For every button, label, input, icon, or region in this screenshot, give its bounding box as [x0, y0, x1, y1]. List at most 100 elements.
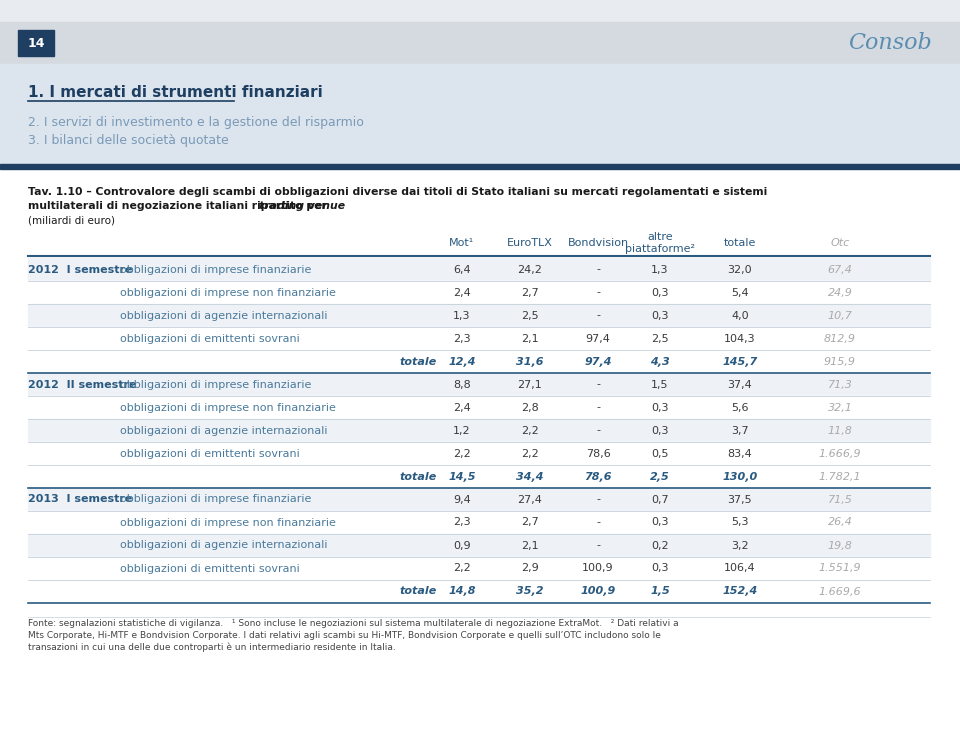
- Text: Otc: Otc: [830, 238, 850, 248]
- Bar: [28, 511, 930, 534]
- Bar: [28, 373, 930, 396]
- Text: transazioni in cui una delle due controparti è un intermediario residente in Ita: transazioni in cui una delle due controp…: [28, 643, 396, 653]
- Text: 24,2: 24,2: [517, 264, 542, 275]
- Text: 5,6: 5,6: [732, 403, 749, 413]
- Text: 0,3: 0,3: [651, 517, 669, 528]
- Text: 2,9: 2,9: [521, 563, 539, 574]
- Text: obbligazioni di agenzie internazionali: obbligazioni di agenzie internazionali: [120, 310, 327, 321]
- Text: 1.669,6: 1.669,6: [819, 587, 861, 596]
- Text: 1,5: 1,5: [650, 587, 670, 596]
- Text: 915,9: 915,9: [824, 356, 856, 367]
- Text: 27,1: 27,1: [517, 380, 542, 389]
- Text: obbligazioni di emittenti sovrani: obbligazioni di emittenti sovrani: [120, 449, 300, 459]
- Bar: [28, 534, 930, 557]
- Bar: [28, 327, 930, 350]
- Text: 5,3: 5,3: [732, 517, 749, 528]
- Text: obbligazioni di imprese finanziarie: obbligazioni di imprese finanziarie: [120, 264, 311, 275]
- Bar: [28, 304, 930, 327]
- Text: 2012  I semestre: 2012 I semestre: [28, 264, 132, 275]
- Text: 1.782,1: 1.782,1: [819, 471, 861, 481]
- Text: Bondvision: Bondvision: [567, 238, 629, 248]
- Text: 1.551,9: 1.551,9: [819, 563, 861, 574]
- Bar: [28, 465, 930, 488]
- Text: (miliardi di euro): (miliardi di euro): [28, 215, 115, 225]
- Text: 34,4: 34,4: [516, 471, 543, 481]
- Text: 2,7: 2,7: [521, 517, 539, 528]
- Text: 1. I mercati di strumenti finanziari: 1. I mercati di strumenti finanziari: [28, 84, 323, 99]
- Text: obbligazioni di imprese finanziarie: obbligazioni di imprese finanziarie: [120, 380, 311, 389]
- Text: 0,5: 0,5: [651, 449, 669, 459]
- Text: 97,4: 97,4: [585, 356, 612, 367]
- Text: 71,3: 71,3: [828, 380, 852, 389]
- Text: 104,3: 104,3: [724, 334, 756, 343]
- Text: 0,3: 0,3: [651, 288, 669, 297]
- Bar: [0, 169, 960, 753]
- Text: obbligazioni di emittenti sovrani: obbligazioni di emittenti sovrani: [120, 334, 300, 343]
- Bar: [28, 580, 930, 603]
- Bar: [28, 396, 930, 419]
- Text: 6,4: 6,4: [453, 264, 470, 275]
- Text: 10,7: 10,7: [828, 310, 852, 321]
- Text: 0,3: 0,3: [651, 425, 669, 435]
- Text: obbligazioni di imprese non finanziarie: obbligazioni di imprese non finanziarie: [120, 517, 336, 528]
- Text: 2,3: 2,3: [453, 517, 470, 528]
- Text: -: -: [596, 288, 600, 297]
- Text: 2,4: 2,4: [453, 403, 470, 413]
- Text: 2,7: 2,7: [521, 288, 539, 297]
- Text: 78,6: 78,6: [585, 471, 612, 481]
- Text: 5,4: 5,4: [732, 288, 749, 297]
- Text: 2012  II semestre: 2012 II semestre: [28, 380, 136, 389]
- Text: trading venue: trading venue: [258, 201, 345, 211]
- Text: 2,2: 2,2: [521, 449, 539, 459]
- Text: 2,2: 2,2: [453, 563, 470, 574]
- Bar: [28, 350, 930, 373]
- Text: 3,2: 3,2: [732, 541, 749, 550]
- Text: 14,8: 14,8: [448, 587, 476, 596]
- Text: EuroTLX: EuroTLX: [507, 238, 553, 248]
- Text: 1,2: 1,2: [453, 425, 470, 435]
- Text: -: -: [596, 380, 600, 389]
- Text: 812,9: 812,9: [824, 334, 856, 343]
- Text: 3,7: 3,7: [732, 425, 749, 435]
- Text: 100,9: 100,9: [582, 563, 613, 574]
- Text: 1,3: 1,3: [651, 264, 669, 275]
- Text: 32,1: 32,1: [828, 403, 852, 413]
- Text: 37,4: 37,4: [728, 380, 753, 389]
- Text: 14,5: 14,5: [448, 471, 476, 481]
- Text: 4,0: 4,0: [732, 310, 749, 321]
- Text: 106,4: 106,4: [724, 563, 756, 574]
- Text: totale: totale: [399, 587, 437, 596]
- Text: 24,9: 24,9: [828, 288, 852, 297]
- Text: obbligazioni di emittenti sovrani: obbligazioni di emittenti sovrani: [120, 563, 300, 574]
- Text: 12,4: 12,4: [448, 356, 476, 367]
- Text: 97,4: 97,4: [586, 334, 611, 343]
- Text: -: -: [596, 425, 600, 435]
- Text: 2,4: 2,4: [453, 288, 470, 297]
- Text: 152,4: 152,4: [722, 587, 757, 596]
- Bar: [28, 258, 930, 281]
- Bar: [28, 488, 930, 511]
- Text: totale: totale: [724, 238, 756, 248]
- Text: -: -: [596, 264, 600, 275]
- Text: totale: totale: [399, 471, 437, 481]
- Bar: [0, 22, 960, 64]
- Text: 2. I servizi di investimento e la gestione del risparmio: 2. I servizi di investimento e la gestio…: [28, 115, 364, 129]
- Text: obbligazioni di imprese finanziarie: obbligazioni di imprese finanziarie: [120, 495, 311, 505]
- Text: 130,0: 130,0: [722, 471, 757, 481]
- Text: multilaterali di negoziazione italiani ripartito per: multilaterali di negoziazione italiani r…: [28, 201, 330, 211]
- Bar: [28, 419, 930, 442]
- Text: -: -: [596, 403, 600, 413]
- Text: 26,4: 26,4: [828, 517, 852, 528]
- Text: piattaforme²: piattaforme²: [625, 244, 695, 254]
- Bar: [0, 0, 960, 22]
- Text: obbligazioni di imprese non finanziarie: obbligazioni di imprese non finanziarie: [120, 288, 336, 297]
- Text: -: -: [596, 517, 600, 528]
- Text: 19,8: 19,8: [828, 541, 852, 550]
- Text: 0,3: 0,3: [651, 403, 669, 413]
- Text: Fonte: segnalazioni statistiche di vigilanza.   ¹ Sono incluse le negoziazioni s: Fonte: segnalazioni statistiche di vigil…: [28, 619, 679, 628]
- Bar: [0, 164, 960, 169]
- Text: 11,8: 11,8: [828, 425, 852, 435]
- Text: 67,4: 67,4: [828, 264, 852, 275]
- Bar: [28, 557, 930, 580]
- Text: 1,3: 1,3: [453, 310, 470, 321]
